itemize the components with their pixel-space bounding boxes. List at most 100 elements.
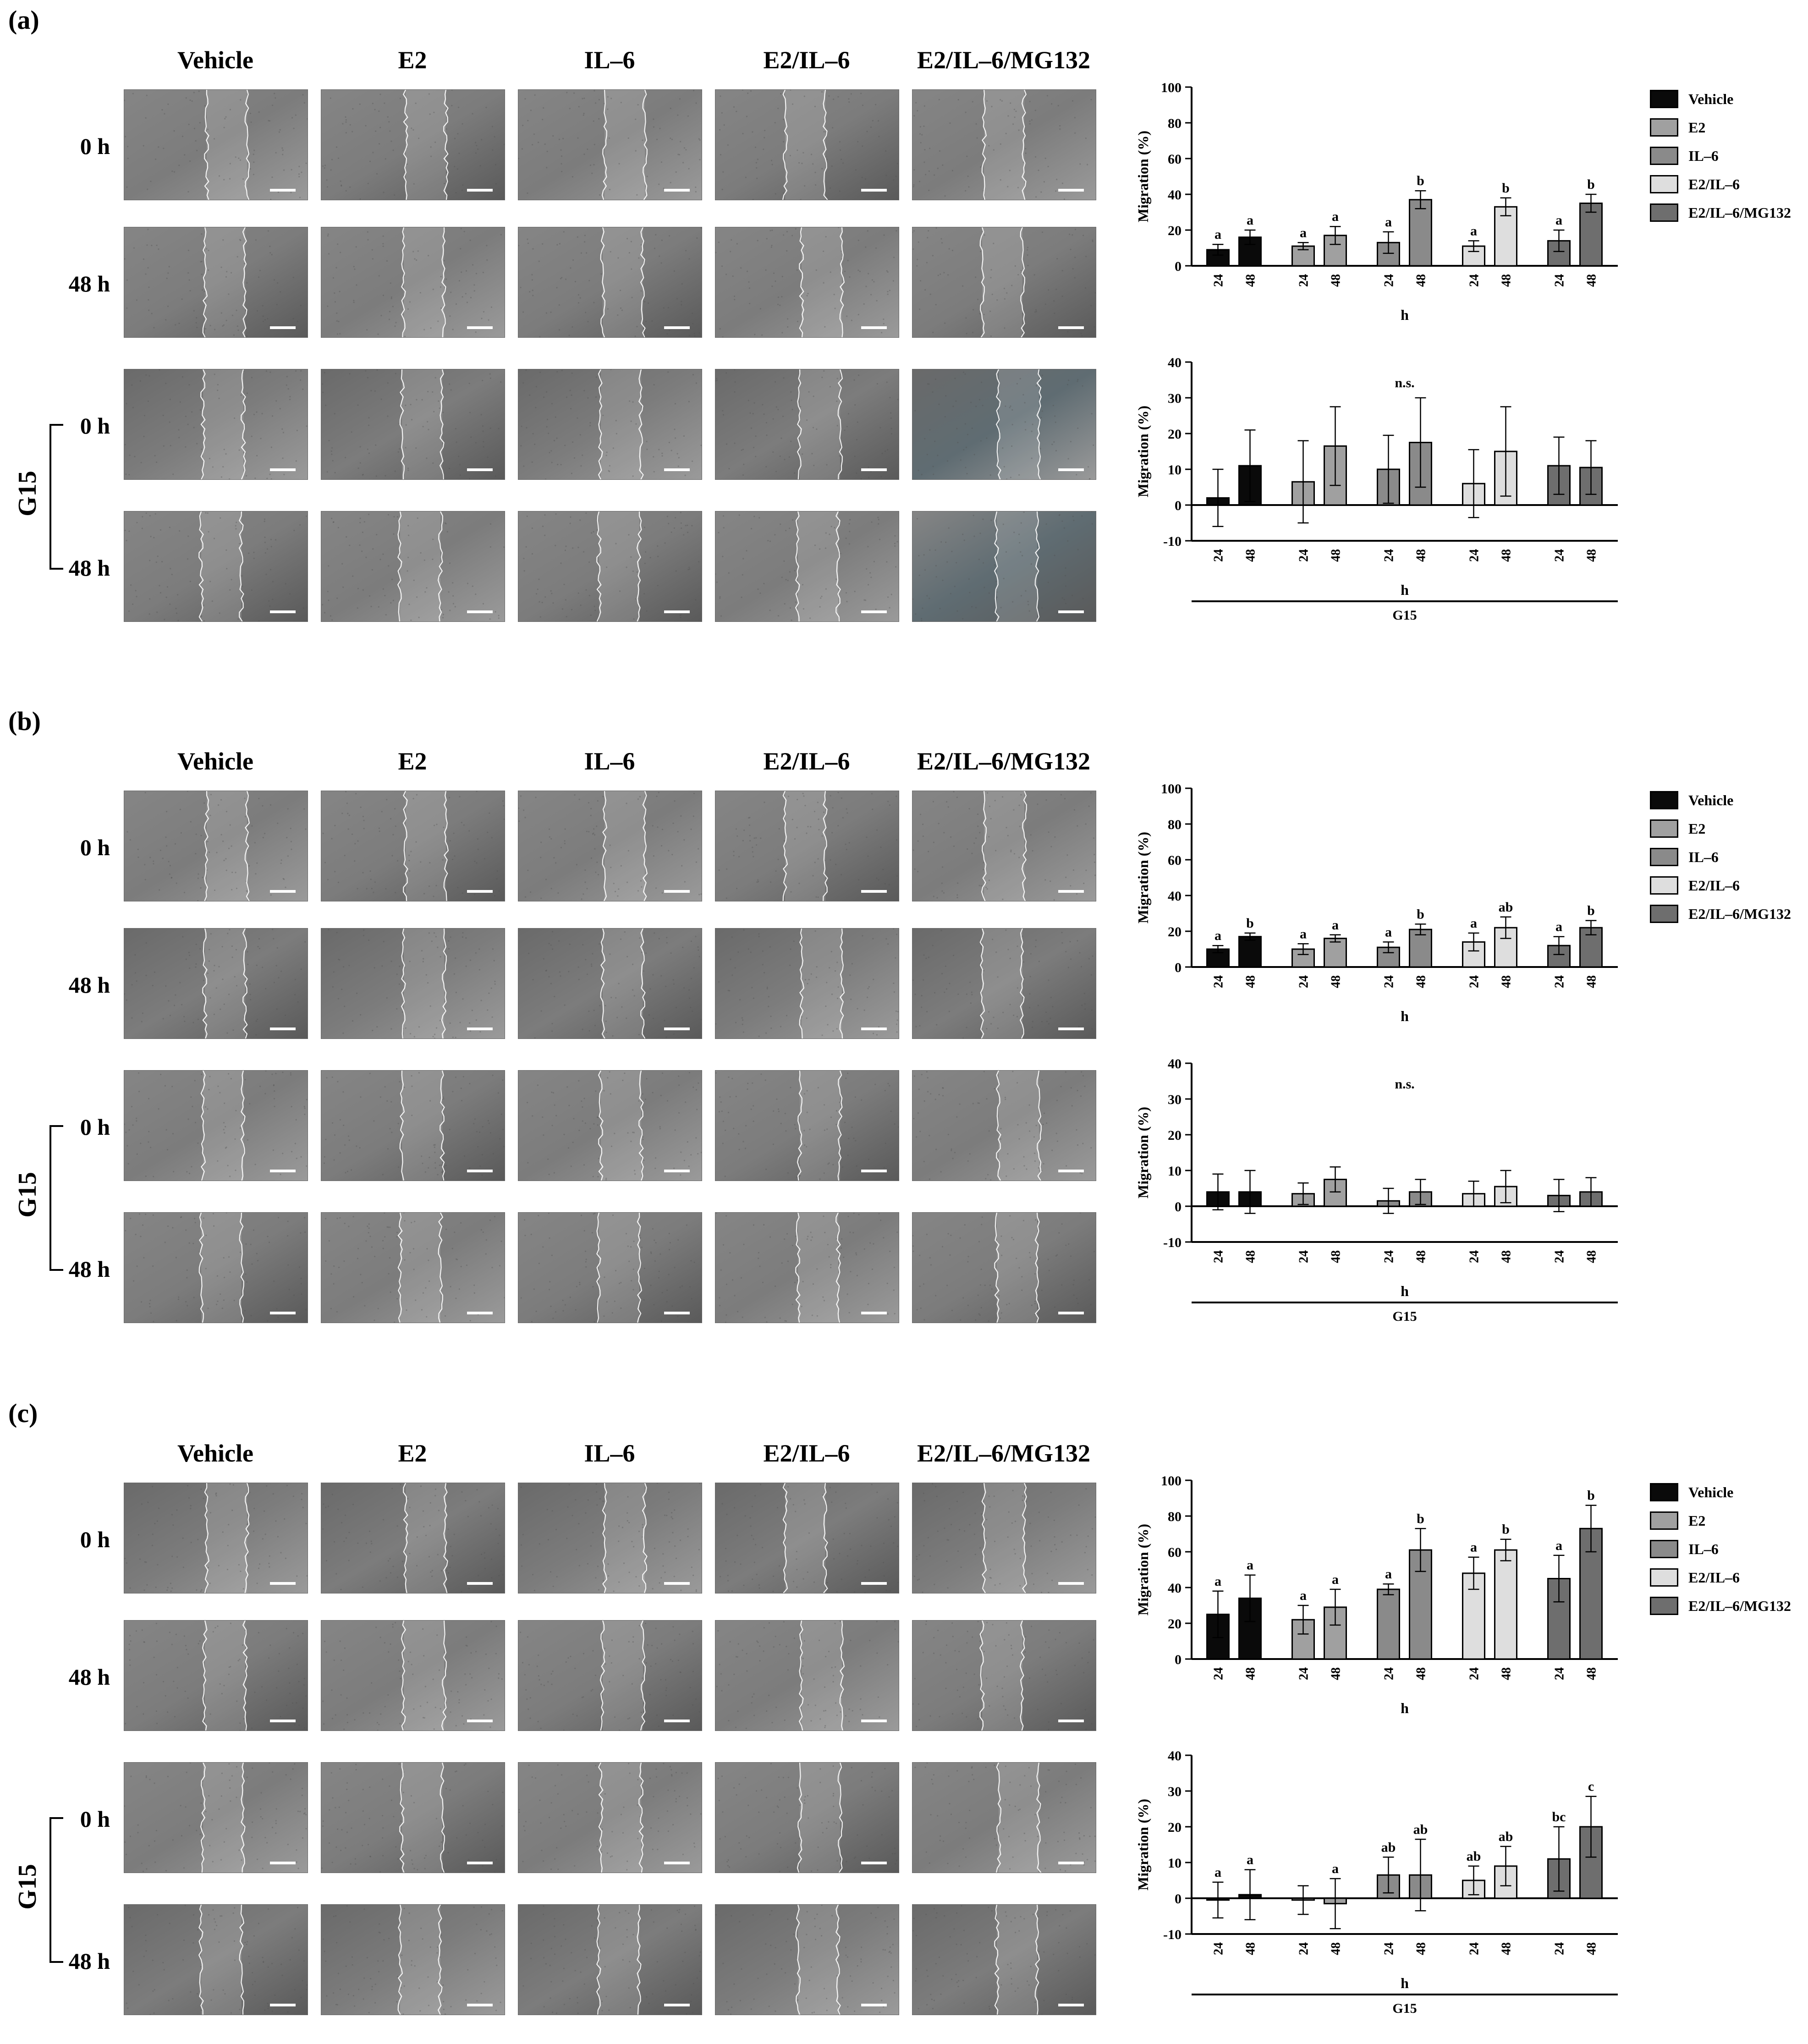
legend-label: IL–6 [1688, 148, 1719, 165]
x-tick-label: 48 [1584, 975, 1599, 988]
y-axis-label: Migration (%) [1135, 131, 1151, 222]
significance-letter: b [1502, 181, 1510, 196]
y-tick-label: -10 [1163, 1927, 1182, 1942]
group-label: G15 [1392, 2001, 1417, 2016]
column-header: Vehicle [119, 747, 312, 775]
x-tick-label: 48 [1499, 1942, 1513, 1955]
row-header: 48 h [27, 972, 110, 998]
row-header: 48 h [27, 1256, 110, 1282]
y-tick-label: 0 [1175, 1652, 1182, 1667]
significance-letter: a [1555, 1538, 1562, 1553]
x-tick-label: 24 [1467, 1942, 1481, 1955]
significance-letter: b [1587, 1488, 1595, 1503]
x-tick-label: 48 [1414, 1942, 1428, 1955]
legend-item: E2/IL–6 [1650, 871, 1791, 900]
scratch-micrograph [518, 511, 702, 622]
x-tick-label: 48 [1243, 1250, 1258, 1263]
scratch-micrograph [715, 1212, 899, 1323]
significance-letter: a [1247, 1558, 1253, 1573]
x-tick-label: 48 [1414, 1667, 1428, 1680]
significance-letter: b [1502, 1522, 1510, 1537]
legend-item: E2 [1650, 814, 1791, 843]
significance-letter: a [1214, 1574, 1221, 1589]
y-tick-label: 0 [1175, 1891, 1182, 1907]
scratch-micrograph [321, 511, 505, 622]
y-tick-label: 100 [1161, 1473, 1182, 1489]
y-tick-label: 30 [1168, 1092, 1182, 1107]
scratch-micrograph [518, 227, 702, 338]
legend-swatch [1650, 876, 1678, 895]
y-tick-label: 30 [1168, 391, 1182, 406]
bar [1409, 200, 1431, 266]
row-header: 48 h [27, 1948, 110, 1974]
scratch-micrograph [912, 1070, 1096, 1181]
x-tick-label: 24 [1382, 1250, 1396, 1263]
scratch-micrograph [912, 227, 1096, 338]
y-tick-label: 40 [1168, 1581, 1182, 1596]
scratch-micrograph [715, 1904, 899, 2015]
significance-letter: a [1555, 213, 1562, 228]
legend-item: E2/IL–6/MG132 [1650, 1592, 1791, 1620]
legend-label: E2/IL–6 [1688, 877, 1740, 894]
bar [1377, 1589, 1399, 1659]
scratch-micrograph [912, 1904, 1096, 2015]
x-tick-label: 48 [1329, 274, 1343, 287]
x-tick-label: 24 [1552, 274, 1566, 287]
scratch-micrograph [321, 89, 505, 200]
scratch-micrograph [124, 1212, 308, 1323]
scratch-micrograph [912, 928, 1096, 1039]
column-header: IL–6 [513, 747, 706, 775]
x-tick-label: 24 [1297, 1942, 1311, 1955]
legend-item: E2/IL–6 [1650, 1563, 1791, 1592]
significance-letter: b [1246, 916, 1254, 931]
column-header: E2/IL–6 [710, 46, 903, 74]
x-tick-label: 48 [1499, 1250, 1513, 1263]
legend-swatch [1650, 203, 1678, 222]
significance-letter: a [1300, 1588, 1307, 1603]
y-tick-label: 20 [1168, 427, 1182, 442]
significance-letter: b [1417, 907, 1424, 922]
y-axis-label: Migration (%) [1135, 1107, 1151, 1198]
legend-item: E2/IL–6/MG132 [1650, 198, 1791, 227]
y-tick-label: 80 [1168, 817, 1182, 832]
legend-item: IL–6 [1650, 142, 1791, 170]
x-tick-label: 48 [1584, 549, 1599, 562]
scratch-micrograph [321, 1762, 505, 1873]
column-header: E2/IL–6/MG132 [907, 747, 1100, 775]
scratch-micrograph [912, 89, 1096, 200]
y-tick-label: 100 [1161, 80, 1182, 95]
legend-swatch [1650, 848, 1678, 866]
scratch-micrograph [124, 1620, 308, 1731]
significance-letter: a [1385, 1566, 1392, 1582]
x-tick-label: 24 [1297, 549, 1311, 562]
scratch-micrograph [321, 1620, 505, 1731]
row-header: 48 h [27, 1664, 110, 1690]
legend-item: Vehicle [1650, 786, 1791, 814]
x-tick-label: 24 [1382, 1942, 1396, 1955]
scratch-micrograph [715, 1762, 899, 1873]
scratch-micrograph [715, 511, 899, 622]
scratch-micrograph [321, 227, 505, 338]
y-tick-label: -10 [1163, 1235, 1182, 1250]
legend-label: E2/IL–6/MG132 [1688, 906, 1791, 923]
scratch-micrograph [321, 1070, 505, 1181]
scratch-micrograph [124, 928, 308, 1039]
significance-letter: ab [1499, 1829, 1513, 1844]
significance-letter: b [1587, 903, 1595, 918]
x-tick-label: 24 [1211, 1942, 1225, 1955]
x-tick-label: 24 [1297, 1250, 1311, 1263]
column-header: E2/IL–6/MG132 [907, 46, 1100, 74]
legend-swatch [1650, 90, 1678, 108]
y-tick-label: 80 [1168, 1509, 1182, 1524]
legend-label: Vehicle [1688, 792, 1733, 809]
x-axis-label: h [1401, 307, 1409, 323]
x-tick-label: 24 [1467, 975, 1481, 988]
y-tick-label: 40 [1168, 1056, 1182, 1071]
significance-letter: a [1214, 928, 1221, 943]
column-header: E2 [316, 747, 509, 775]
scratch-micrograph [124, 1904, 308, 2015]
group-label: G15 [1392, 1309, 1417, 1324]
